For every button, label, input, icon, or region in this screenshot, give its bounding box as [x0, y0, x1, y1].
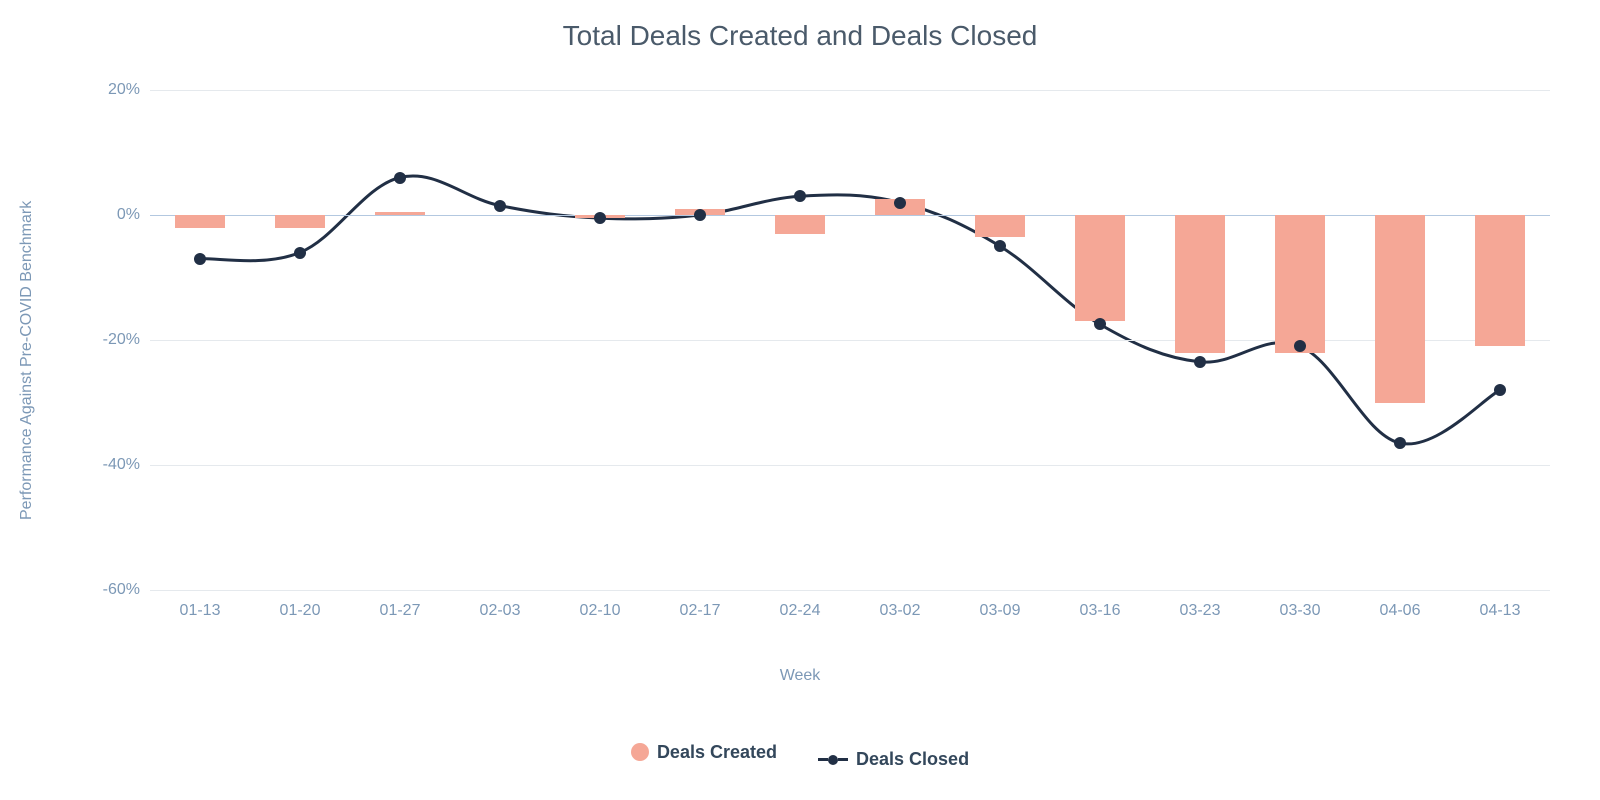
y-tick-label: 20%	[80, 81, 140, 99]
legend-item-deals-created: Deals Created	[631, 742, 777, 763]
x-axis-label: Week	[0, 667, 1600, 685]
line-marker	[1494, 384, 1506, 396]
line-marker	[1394, 437, 1406, 449]
bar	[1175, 215, 1225, 353]
legend-label: Deals Closed	[856, 749, 969, 770]
bar	[1275, 215, 1325, 353]
x-tick-label: 02-03	[480, 602, 521, 620]
line-marker	[494, 200, 506, 212]
chart-title: Total Deals Created and Deals Closed	[0, 20, 1600, 52]
bar	[1375, 215, 1425, 403]
legend-label: Deals Created	[657, 742, 777, 763]
line-marker	[1094, 318, 1106, 330]
legend-line-icon	[818, 755, 848, 765]
bar	[175, 215, 225, 228]
legend-item-deals-closed: Deals Closed	[818, 749, 969, 770]
line-marker	[994, 240, 1006, 252]
legend-swatch-icon	[631, 743, 649, 761]
bar	[775, 215, 825, 234]
chart-legend: Deals Created Deals Closed	[0, 742, 1600, 771]
x-tick-label: 04-13	[1480, 602, 1521, 620]
x-tick-label: 03-30	[1280, 602, 1321, 620]
gridline	[150, 465, 1550, 466]
bar	[375, 212, 425, 215]
y-tick-label: 0%	[80, 206, 140, 224]
line-marker	[794, 190, 806, 202]
line-marker	[894, 197, 906, 209]
x-tick-label: 04-06	[1380, 602, 1421, 620]
gridline	[150, 340, 1550, 341]
gridline	[150, 215, 1550, 216]
x-tick-label: 02-24	[780, 602, 821, 620]
y-tick-label: -40%	[80, 456, 140, 474]
x-tick-label: 03-02	[880, 602, 921, 620]
x-tick-label: 02-10	[580, 602, 621, 620]
line-marker	[1294, 340, 1306, 352]
gridline	[150, 590, 1550, 591]
x-tick-label: 01-13	[180, 602, 221, 620]
bar	[275, 215, 325, 228]
chart-container: Total Deals Created and Deals Closed Per…	[0, 0, 1600, 800]
line-marker	[594, 212, 606, 224]
plot-area: 20%0%-20%-40%-60%01-1301-2001-2702-0302-…	[150, 90, 1550, 590]
gridline	[150, 90, 1550, 91]
x-tick-label: 03-16	[1080, 602, 1121, 620]
line-marker	[394, 172, 406, 184]
line-marker	[694, 209, 706, 221]
y-tick-label: -60%	[80, 581, 140, 599]
x-tick-label: 01-27	[380, 602, 421, 620]
x-tick-label: 01-20	[280, 602, 321, 620]
y-tick-label: -20%	[80, 331, 140, 349]
x-tick-label: 03-23	[1180, 602, 1221, 620]
line-marker	[194, 253, 206, 265]
line-marker	[294, 247, 306, 259]
y-axis-label: Performance Against Pre-COVID Benchmark	[18, 201, 36, 520]
bar	[1075, 215, 1125, 321]
bar	[975, 215, 1025, 237]
x-tick-label: 03-09	[980, 602, 1021, 620]
line-marker	[1194, 356, 1206, 368]
x-tick-label: 02-17	[680, 602, 721, 620]
bar	[1475, 215, 1525, 346]
